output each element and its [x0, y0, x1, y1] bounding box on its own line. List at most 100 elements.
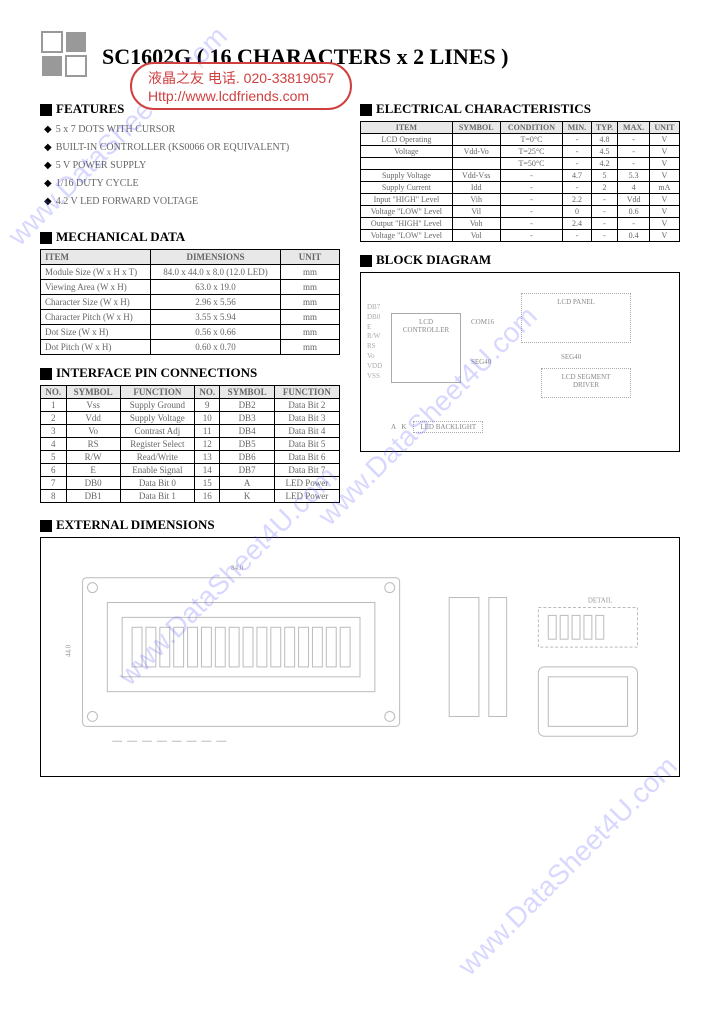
table-cell: -: [591, 230, 618, 242]
table-cell: Data Bit 3: [274, 412, 339, 425]
table-row: Supply CurrentIdd--24mA: [361, 182, 680, 194]
table-cell: 4.5: [591, 146, 618, 158]
table-cell: 4.2: [591, 158, 618, 170]
table-cell: Data Bit 1: [120, 490, 194, 503]
table-cell: T=50°C: [500, 158, 563, 170]
table-cell: mm: [281, 295, 340, 310]
table-row: Output "HIGH" LevelVoh-2.4--V: [361, 218, 680, 230]
table-cell: 2.2: [563, 194, 591, 206]
table-cell: R/W: [66, 451, 120, 464]
table-cell: 3: [41, 425, 67, 438]
table-cell: -: [618, 158, 649, 170]
table-cell: Supply Current: [361, 182, 453, 194]
table-cell: Idd: [452, 182, 500, 194]
feature-item: BUILT-IN CONTROLLER (KS0066 OR EQUIVALEN…: [44, 139, 340, 157]
block-diagram: DB7 DB0 E R/W RS Vo VDD VSS LCD CONTROLL…: [360, 272, 680, 452]
table-cell: Data Bit 5: [274, 438, 339, 451]
table-cell: Contrast Adj: [120, 425, 194, 438]
table-cell: 84.0 x 44.0 x 8.0 (12.0 LED): [151, 265, 281, 280]
table-cell: 0.60 x 0.70: [151, 340, 281, 355]
watermark-line2: Http://www.lcdfriends.com: [148, 88, 334, 104]
block-com: COM16: [471, 318, 494, 326]
table-cell: [452, 158, 500, 170]
table-header: TYP.: [591, 122, 618, 134]
table-cell: Character Size (W x H): [41, 295, 151, 310]
table-cell: 1: [41, 399, 67, 412]
table-row: 3VoContrast Adj11DB4Data Bit 4: [41, 425, 340, 438]
table-cell: 2.4: [563, 218, 591, 230]
table-cell: -: [563, 134, 591, 146]
table-cell: V: [649, 218, 679, 230]
table-cell: DB6: [220, 451, 274, 464]
table-cell: DB3: [220, 412, 274, 425]
table-cell: Data Bit 4: [274, 425, 339, 438]
table-cell: DB0: [66, 477, 120, 490]
table-header: DIMENSIONS: [151, 250, 281, 265]
table-cell: -: [591, 206, 618, 218]
table-row: 7DB0Data Bit 015ALED Power: [41, 477, 340, 490]
table-cell: Dot Pitch (W x H): [41, 340, 151, 355]
table-cell: 14: [194, 464, 220, 477]
table-row: T=50°C-4.2-V: [361, 158, 680, 170]
block-driver: LCD SEGMENT DRIVER: [541, 368, 631, 398]
table-cell: DB4: [220, 425, 274, 438]
table-row: Character Pitch (W x H)3.55 x 5.94mm: [41, 310, 340, 325]
table-cell: 4.7: [563, 170, 591, 182]
features-list: 5 x 7 DOTS WITH CURSOR BUILT-IN CONTROLL…: [44, 121, 340, 211]
table-cell: 9: [194, 399, 220, 412]
table-header: ITEM: [361, 122, 453, 134]
table-header: MIN.: [563, 122, 591, 134]
table-cell: -: [563, 182, 591, 194]
table-row: Input "HIGH" LevelVih-2.2-VddV: [361, 194, 680, 206]
table-cell: 0.56 x 0.66: [151, 325, 281, 340]
table-cell: -: [618, 218, 649, 230]
table-cell: -: [500, 206, 563, 218]
table-row: 4RSRegister Select12DB5Data Bit 5: [41, 438, 340, 451]
block-heading: BLOCK DIAGRAM: [360, 252, 680, 268]
table-cell: Supply Voltage: [120, 412, 194, 425]
table-cell: 13: [194, 451, 220, 464]
table-header: FUNCTION: [120, 386, 194, 399]
table-header: NO.: [41, 386, 67, 399]
table-cell: 11: [194, 425, 220, 438]
table-header: ITEM: [41, 250, 151, 265]
table-cell: A: [220, 477, 274, 490]
table-cell: -: [563, 146, 591, 158]
table-cell: 0: [563, 206, 591, 218]
table-cell: [361, 158, 453, 170]
table-row: 1VssSupply Ground9DB2Data Bit 2: [41, 399, 340, 412]
table-cell: Enable Signal: [120, 464, 194, 477]
table-cell: 3.55 x 5.94: [151, 310, 281, 325]
table-cell: K: [220, 490, 274, 503]
logo-icon: [40, 30, 88, 83]
table-row: 2VddSupply Voltage10DB3Data Bit 3: [41, 412, 340, 425]
table-cell: mm: [281, 340, 340, 355]
table-cell: DB1: [66, 490, 120, 503]
table-header: NO.: [194, 386, 220, 399]
table-header: UNIT: [281, 250, 340, 265]
table-cell: 5: [41, 451, 67, 464]
table-row: Dot Size (W x H)0.56 x 0.66mm: [41, 325, 340, 340]
pins-heading: INTERFACE PIN CONNECTIONS: [40, 365, 340, 381]
table-cell: Register Select: [120, 438, 194, 451]
table-cell: T=0°C: [500, 134, 563, 146]
watermark-line1: 液晶之友 电话. 020-33819057: [148, 68, 334, 88]
table-cell: 0.4: [618, 230, 649, 242]
table-cell: Vo: [66, 425, 120, 438]
feature-item: 4.2 V LED FORWARD VOLTAGE: [44, 193, 340, 211]
table-cell: -: [500, 170, 563, 182]
table-row: 6EEnable Signal14DB7Data Bit 7: [41, 464, 340, 477]
table-cell: DB7: [220, 464, 274, 477]
table-cell: -: [500, 194, 563, 206]
table-cell: mm: [281, 310, 340, 325]
table-cell: mm: [281, 325, 340, 340]
table-row: Character Size (W x H)2.96 x 5.56mm: [41, 295, 340, 310]
table-cell: Voltage "LOW" Level: [361, 230, 453, 242]
table-cell: V: [649, 134, 679, 146]
table-cell: 2: [591, 182, 618, 194]
table-cell: DB2: [220, 399, 274, 412]
block-controller: LCD CONTROLLER: [391, 313, 461, 383]
table-row: VoltageVdd-VoT=25°C-4.5-V: [361, 146, 680, 158]
block-panel: LCD PANEL: [521, 293, 631, 343]
table-row: Module Size (W x H x T)84.0 x 44.0 x 8.0…: [41, 265, 340, 280]
